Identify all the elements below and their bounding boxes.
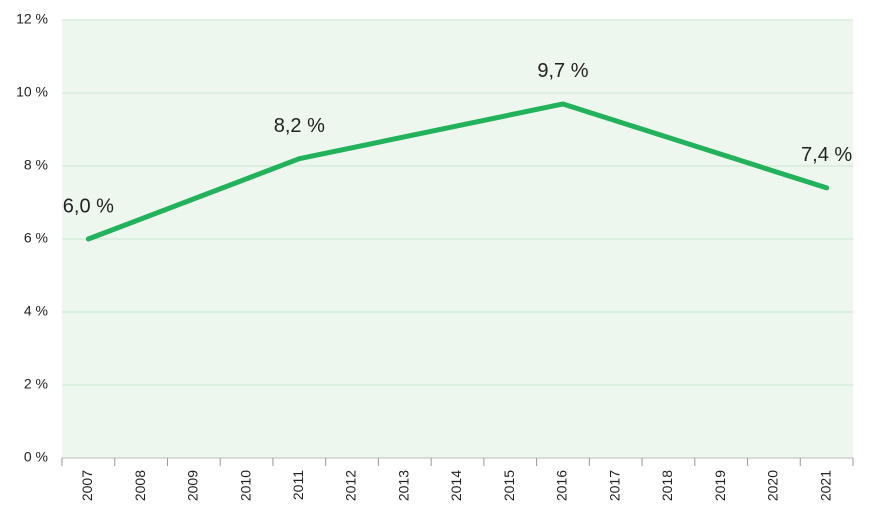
x-tick-label: 2012: [343, 470, 359, 501]
value-label: 7,4 %: [801, 144, 852, 166]
x-tick-label: 2019: [712, 470, 728, 501]
x-tick-label: 2009: [185, 470, 201, 501]
x-tick-label: 2015: [501, 470, 517, 501]
y-tick-label: 8 %: [24, 157, 48, 173]
value-label: 8,2 %: [274, 115, 325, 137]
x-tick-label: 2011: [290, 470, 306, 500]
x-tick-label: 2010: [237, 470, 253, 501]
value-label: 9,7 %: [537, 60, 588, 82]
value-label: 6,0 %: [63, 195, 114, 217]
y-tick-label: 0 %: [24, 449, 48, 465]
x-tick-label: 2013: [395, 470, 411, 501]
x-tick-label: 2018: [659, 470, 675, 501]
y-tick-label: 2 %: [24, 376, 48, 392]
x-tick-label: 2008: [132, 470, 148, 501]
y-tick-label: 6 %: [24, 230, 48, 246]
line: [85, 101, 830, 242]
x-tick-label: 2007: [79, 470, 95, 501]
x-tick-label: 2014: [448, 470, 464, 501]
x-tick-label: 2016: [554, 470, 570, 501]
y-tick-label: 4 %: [24, 303, 48, 319]
y-tick-label: 10 %: [16, 84, 48, 100]
y-tick-label: 12 %: [16, 11, 48, 27]
x-tick-label: 2020: [765, 470, 781, 501]
x-tick-label: 2017: [606, 470, 622, 501]
x-tick-label: 2021: [817, 470, 833, 501]
